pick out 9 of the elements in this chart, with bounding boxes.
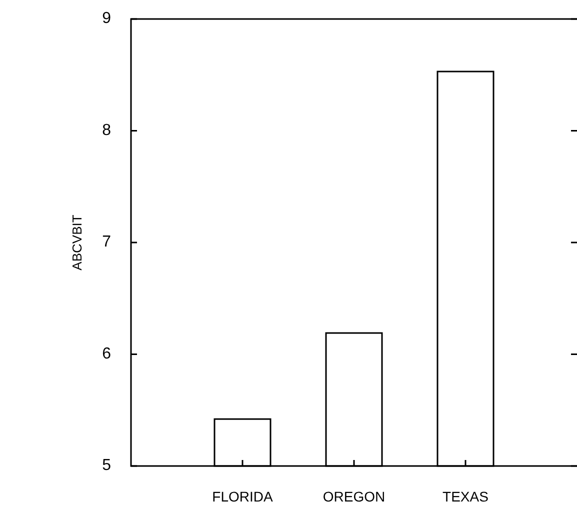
x-tick-label: TEXAS [442,488,488,505]
y-tick-label: 5 [102,457,112,474]
y-tick-label: 6 [102,345,112,362]
x-tick-label: FLORIDA [212,488,274,505]
y-tick-label: 7 [102,234,112,251]
y-tick-label: 8 [102,122,112,139]
y-tick-label: 9 [102,10,112,28]
x-tick-label: OREGON [322,488,386,505]
y-axis-title: ABCVBIT [69,214,84,270]
